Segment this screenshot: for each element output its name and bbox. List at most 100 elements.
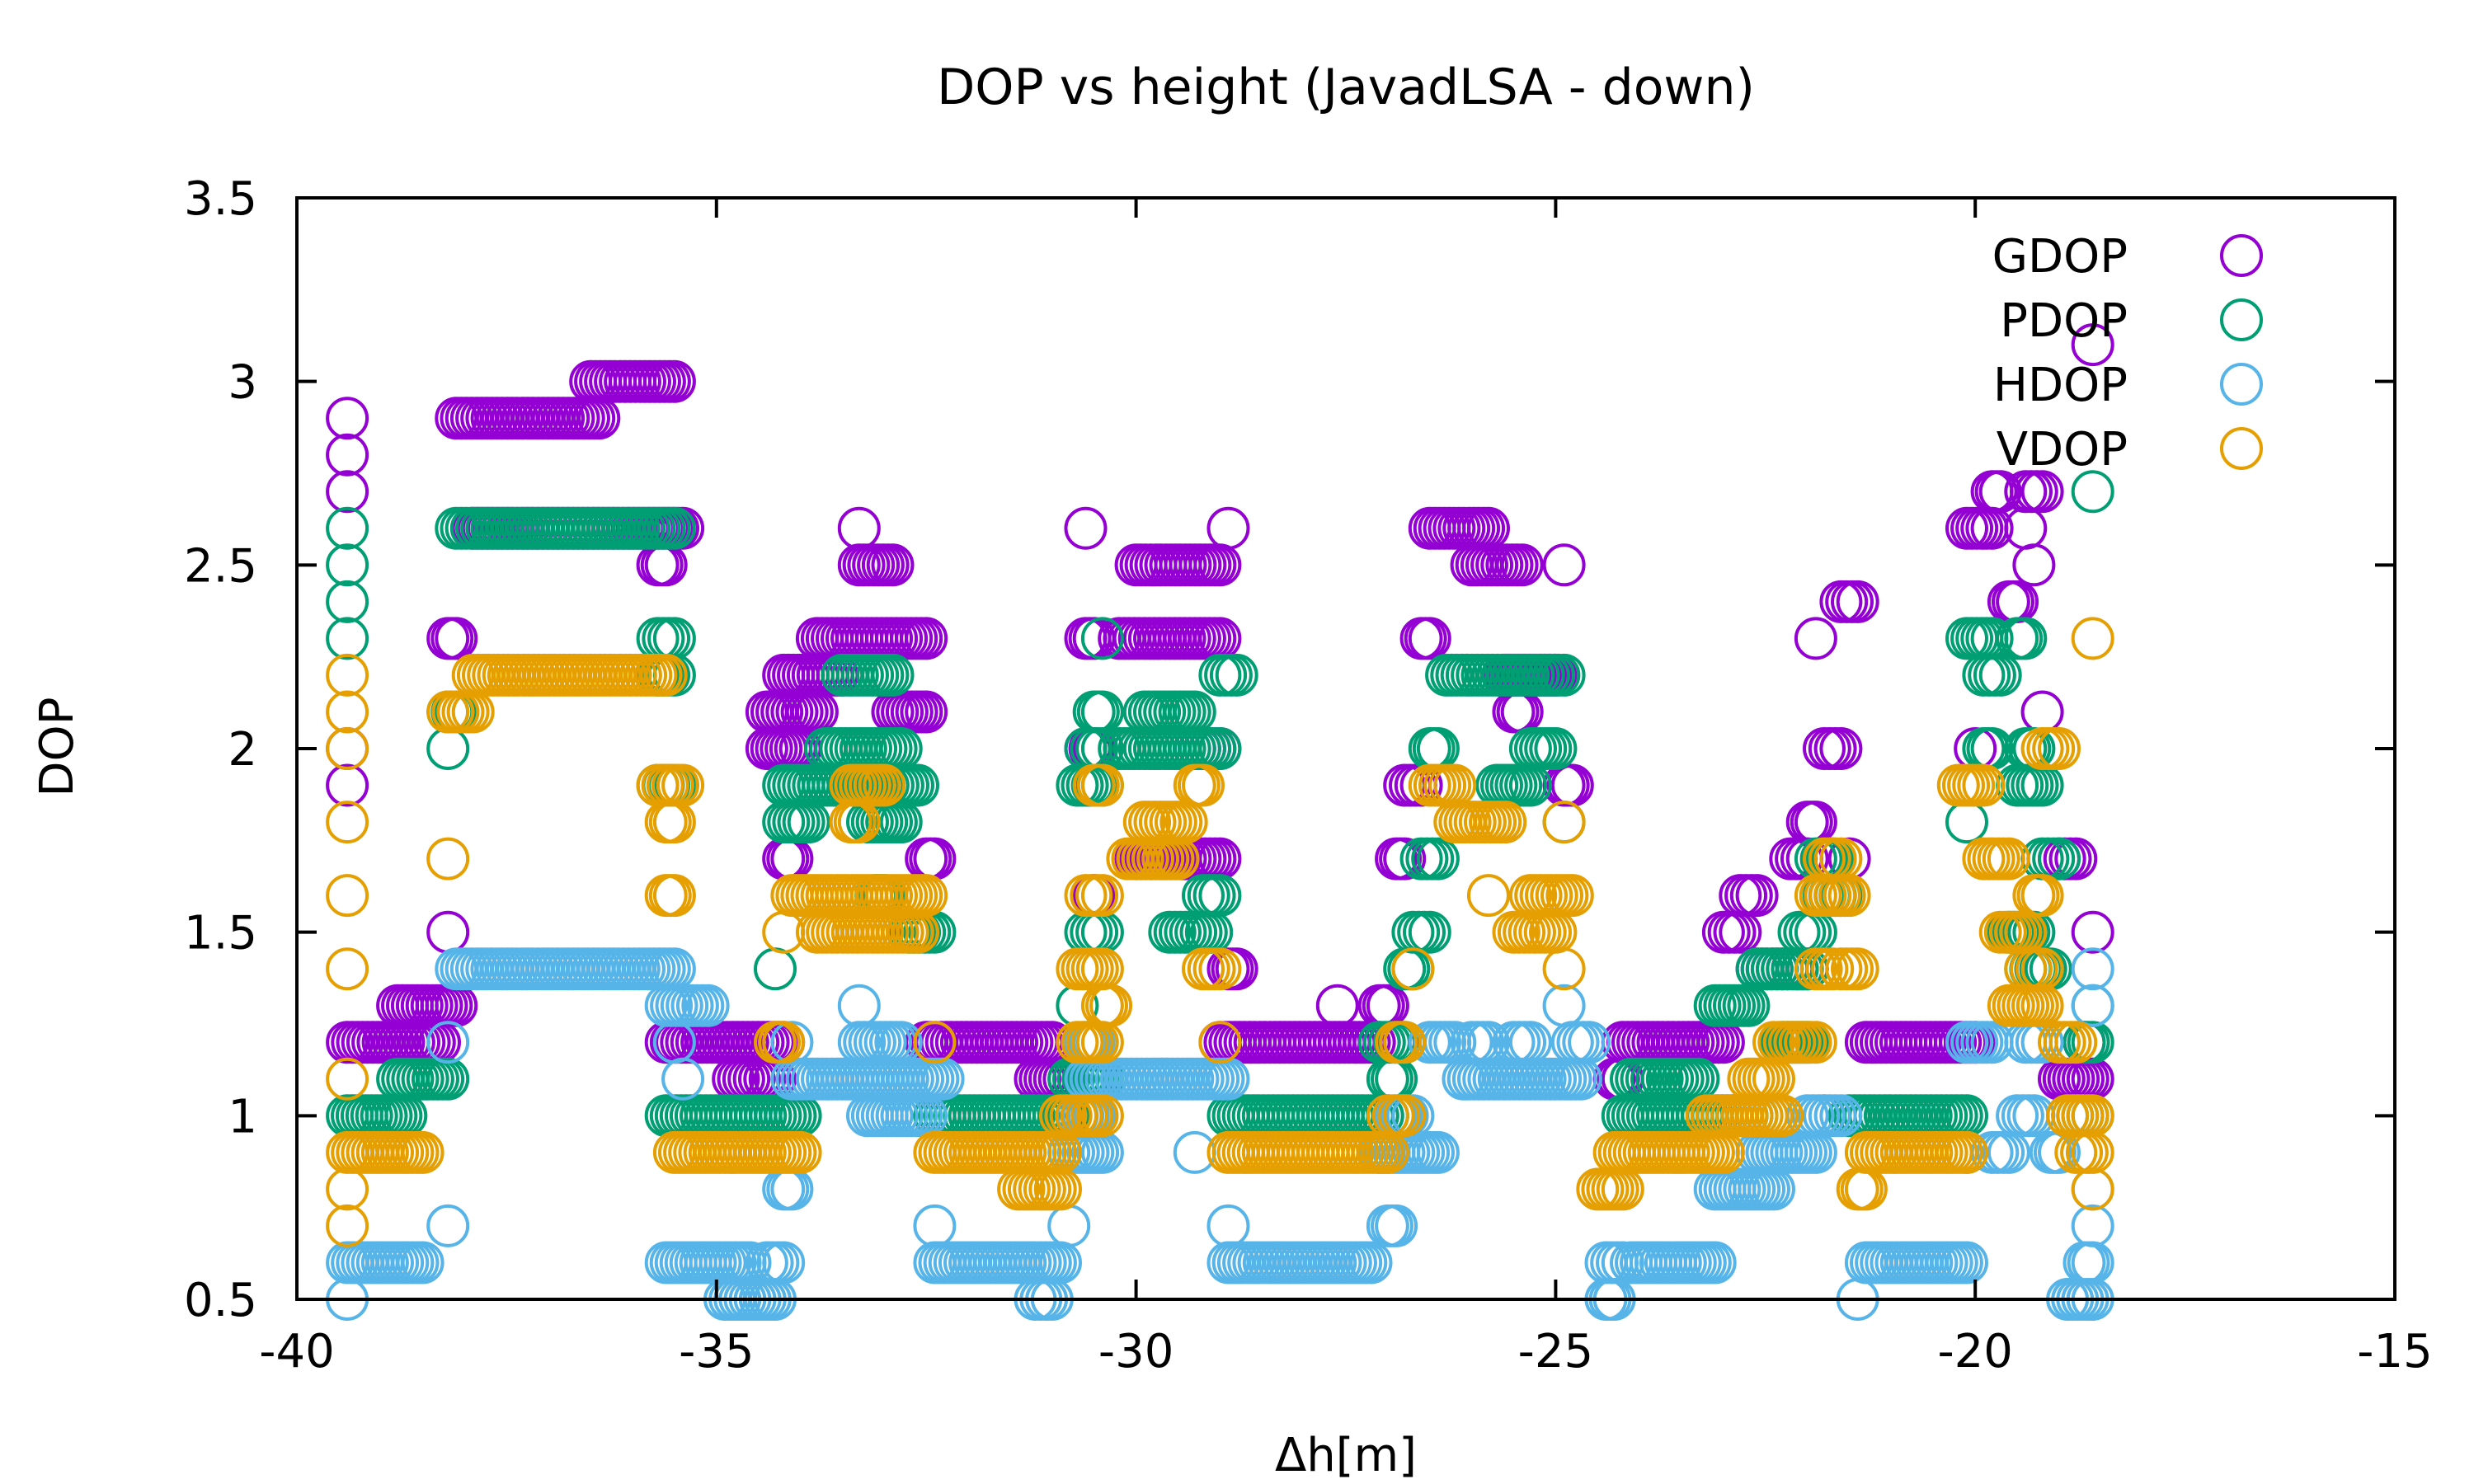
data-point: [1366, 1204, 1409, 1247]
data-point: [1550, 874, 1594, 918]
data-point: [2038, 727, 2081, 770]
data-point: [1416, 1130, 1460, 1174]
data-point: [1811, 947, 1855, 991]
data-point: [661, 1057, 705, 1101]
data-point: [1173, 690, 1216, 734]
data-point: [648, 874, 692, 918]
data-point: [1987, 580, 2030, 623]
data-point: [1391, 1094, 1435, 1138]
series-vdop: [326, 617, 2114, 1247]
data-point: [326, 1204, 369, 1247]
data-point: [754, 947, 797, 991]
data-point: [326, 580, 369, 623]
data-point: [770, 837, 814, 881]
data-point: [1366, 1057, 1409, 1101]
data-point: [1500, 543, 1544, 587]
data-point: [652, 506, 696, 550]
data-point: [1542, 543, 1586, 587]
data-point: [1064, 506, 1108, 550]
data-point: [326, 653, 369, 697]
data-point: [905, 690, 948, 734]
data-point: [2071, 470, 2114, 514]
data-point: [1215, 653, 1258, 697]
data-point: [644, 801, 688, 844]
data-point: [1542, 801, 1586, 844]
data-point: [1794, 617, 1837, 660]
data-point: [770, 1167, 814, 1211]
x-axis-label: Δh[m]: [1275, 1429, 1417, 1482]
plot-area: [326, 323, 2114, 1321]
data-point: [401, 1130, 444, 1174]
data-point: [766, 1167, 810, 1211]
data-point: [1790, 801, 1833, 844]
data-point: [1349, 1241, 1393, 1284]
data-point: [1182, 763, 1225, 807]
data-point: [1215, 947, 1258, 991]
data-point: [2020, 947, 2064, 991]
legend-label-vdop: VDOP: [1997, 423, 2128, 477]
data-point: [2029, 1130, 2072, 1174]
data-point: [762, 1167, 806, 1211]
data-point: [1467, 1021, 1510, 1064]
data-point: [426, 1021, 470, 1064]
data-point: [1375, 837, 1418, 881]
data-point: [1819, 1094, 1863, 1138]
data-point: [326, 727, 369, 770]
data-point: [2016, 874, 2060, 918]
data-point: [1383, 837, 1427, 881]
y-tick-label: 1: [228, 1090, 257, 1144]
data-point: [913, 1204, 957, 1247]
data-point: [652, 801, 696, 844]
data-point: [426, 837, 470, 881]
data-point: [1819, 727, 1863, 770]
data-point: [1542, 984, 1586, 1027]
data-point: [1375, 1204, 1418, 1247]
data-point: [2054, 837, 2098, 881]
data-point: [2054, 1021, 2098, 1064]
data-point: [871, 543, 915, 587]
data-point: [2004, 617, 2048, 660]
data-point: [2067, 1241, 2110, 1284]
data-point: [1484, 801, 1527, 844]
data-point: [2071, 323, 2114, 367]
data-point: [1399, 617, 1443, 660]
data-point: [426, 727, 470, 770]
data-point: [1794, 801, 1837, 844]
data-point: [326, 617, 369, 660]
data-point: [879, 801, 923, 844]
data-point: [640, 543, 684, 587]
data-point: [2071, 1130, 2114, 1174]
data-point: [1534, 727, 1578, 770]
data-point: [909, 837, 952, 881]
data-point: [1412, 727, 1456, 770]
y-axis-label: DOP: [31, 697, 84, 797]
x-tick-label: -15: [2357, 1325, 2432, 1378]
data-point: [1315, 984, 1359, 1027]
data-point: [1387, 947, 1431, 991]
legend-marker-hdop: [2220, 363, 2263, 406]
data-point: [652, 874, 696, 918]
y-tick-label: 2.5: [184, 539, 257, 593]
data-point: [1546, 763, 1590, 807]
data-point: [1198, 874, 1242, 918]
data-point: [1080, 1094, 1124, 1138]
data-point: [2038, 837, 2081, 881]
data-point: [326, 690, 369, 734]
data-point: [905, 837, 948, 881]
data-point: [1408, 617, 1451, 660]
x-tick-label: -40: [259, 1325, 334, 1378]
data-point: [1408, 727, 1451, 770]
data-point: [326, 543, 369, 587]
data-point: [1467, 874, 1510, 918]
data-point: [326, 801, 369, 844]
data-point: [1206, 506, 1250, 550]
data-point: [426, 617, 470, 660]
data-point: [1391, 947, 1435, 991]
data-point: [1371, 1057, 1413, 1101]
data-point: [778, 1130, 822, 1174]
data-point: [1542, 947, 1586, 991]
data-point: [762, 1021, 806, 1064]
data-point: [1962, 763, 2006, 807]
data-point: [1408, 910, 1451, 954]
data-point: [1819, 837, 1863, 881]
